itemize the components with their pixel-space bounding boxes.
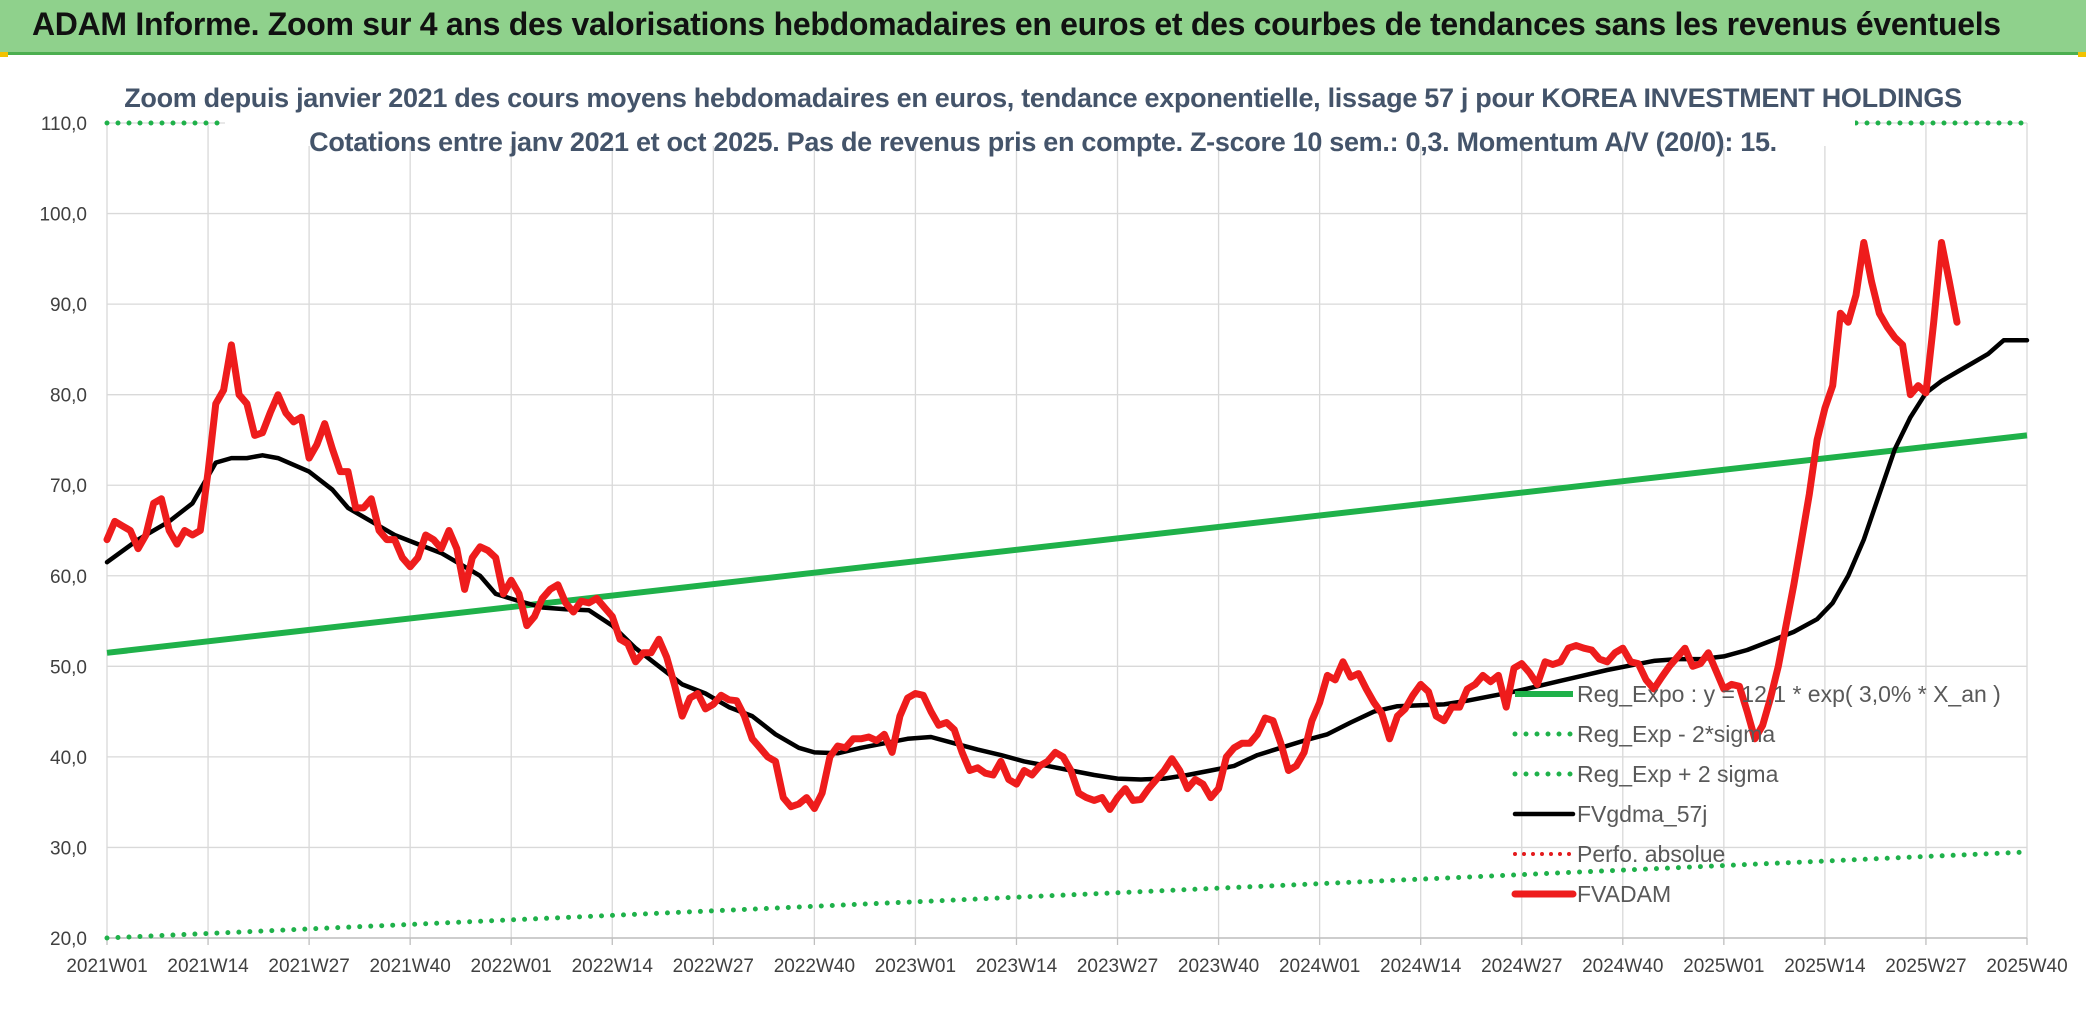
gridlines [106,122,2028,939]
legend-label-reg_minus: Reg_Exp - 2*sigma [1577,721,1775,747]
legend-label-reg_plus: Reg_Exp + 2 sigma [1577,761,1779,787]
corner-accent-right [2078,52,2086,57]
y-tick-label: 90,0 [50,295,87,316]
report-title: ADAM Informe. Zoom sur 4 ans des valoris… [32,6,2001,42]
x-tick-label: 2023W27 [1077,956,1158,977]
x-tick-label: 2022W14 [572,956,654,977]
x-tick-label: 2024W01 [1279,956,1360,977]
x-tick-label: 2025W14 [1784,956,1866,977]
series-reg_minus [104,849,2030,941]
x-tick-label: 2021W14 [167,956,249,977]
header-banner: ADAM Informe. Zoom sur 4 ans des valoris… [0,0,2086,55]
x-tick-label: 2024W40 [1582,956,1663,977]
chart-subtitle: Cotations entre janv 2021 et oct 2025. P… [309,127,1777,157]
series-fvadam [103,239,1961,813]
corner-accent-left [0,52,8,57]
x-tick-label: 2023W01 [875,956,956,977]
series-reg_expo [106,432,2028,656]
y-tick-label: 70,0 [50,476,87,497]
legend: Reg_Expo : y = 12,1 * exp( 3,0% * X_an )… [1511,681,2001,907]
y-tick-label: 30,0 [50,838,87,859]
x-tick-label: 2025W40 [1986,956,2067,977]
legend-label-fvgdma: FVgdma_57j [1577,801,1707,827]
chart-area: 20,0 30,0 40,0 50,0 60,0 70,0 80,0 90,0 100,0 110… [0,58,2086,1031]
x-tick-label: 2024W14 [1380,956,1462,977]
chart-title: Zoom depuis janvier 2021 des cours moyen… [124,83,1962,113]
y-tick-label: 20,0 [50,929,87,950]
x-tick-label: 2025W27 [1885,956,1966,977]
series [103,76,2030,941]
x-tick-label: 2022W27 [673,956,754,977]
y-tick-label: 80,0 [50,386,87,407]
y-tick-label: 100,0 [39,205,87,226]
x-tick-label: 2023W40 [1178,956,1259,977]
x-tick-label: 2024W27 [1481,956,1562,977]
x-tick-label: 2022W40 [774,956,855,977]
x-tick-label: 2022W01 [471,956,552,977]
legend-label-reg_expo: Reg_Expo : y = 12,1 * exp( 3,0% * X_an ) [1577,681,2001,707]
legend-label-perfo: Perfo. absolue [1577,841,1725,867]
x-tick-label: 2021W01 [66,956,147,977]
title-backdrop [225,76,1855,146]
y-tick-label: 50,0 [50,657,87,678]
x-tick-label: 2021W27 [268,956,349,977]
x-tick-label: 2021W40 [369,956,450,977]
line-chart: 20,0 30,0 40,0 50,0 60,0 70,0 80,0 90,0 100,0 110… [39,76,2068,977]
legend-label-fvadam: FVADAM [1577,881,1671,907]
series-fvgdma [104,338,2030,782]
axes: 20,0 30,0 40,0 50,0 60,0 70,0 80,0 90,0 100,0 110… [39,114,2067,977]
x-tick-label: 2023W14 [976,956,1058,977]
y-tick-label: 60,0 [50,567,87,588]
y-tick-label: 110,0 [41,114,87,135]
x-tick-label: 2025W01 [1683,956,1764,977]
y-tick-label: 40,0 [50,748,87,769]
